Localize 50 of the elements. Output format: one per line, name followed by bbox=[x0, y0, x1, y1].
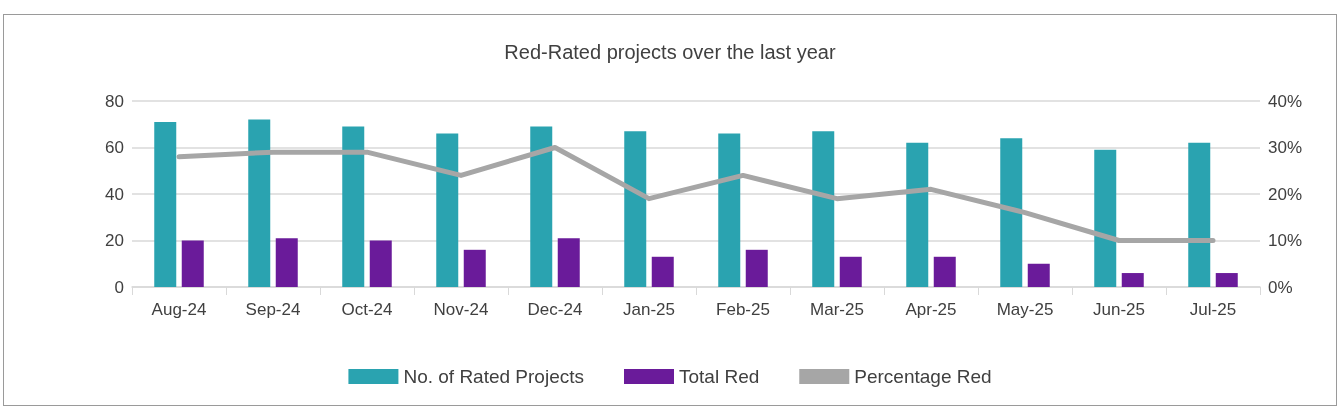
bar bbox=[906, 142, 929, 287]
chart-title: Red-Rated projects over the last year bbox=[504, 41, 836, 63]
x-tick-label: Apr-25 bbox=[905, 300, 957, 319]
x-tick-label: Dec-24 bbox=[527, 300, 583, 319]
bar bbox=[530, 126, 553, 287]
x-tick-label: Jul-25 bbox=[1189, 300, 1237, 319]
bar bbox=[369, 240, 392, 287]
bar bbox=[1215, 273, 1238, 287]
bar bbox=[436, 133, 459, 287]
x-tick-label: May-25 bbox=[996, 300, 1054, 319]
bar bbox=[1094, 149, 1117, 287]
bar bbox=[745, 249, 768, 287]
bar bbox=[463, 249, 486, 287]
y2-tick-label: 30% bbox=[1268, 138, 1303, 157]
bar bbox=[1000, 138, 1023, 287]
bar bbox=[1027, 263, 1050, 287]
y-tick-label: 60 bbox=[105, 138, 124, 157]
x-tick-label: Jan-25 bbox=[623, 300, 675, 319]
bar bbox=[651, 256, 674, 287]
y2-tick-label: 0% bbox=[1268, 277, 1293, 297]
y-tick-label: 80 bbox=[105, 91, 124, 111]
legend-label: No. of Rated Projects bbox=[403, 366, 585, 387]
y2-tick-label: 40% bbox=[1268, 91, 1303, 111]
bar bbox=[624, 131, 647, 287]
bar bbox=[812, 131, 835, 287]
x-tick-label: Oct-24 bbox=[341, 300, 393, 319]
y2-tick-label: 10% bbox=[1268, 231, 1303, 250]
x-tick-label: Aug-24 bbox=[151, 300, 207, 319]
bar bbox=[1121, 273, 1144, 287]
bar bbox=[248, 119, 271, 287]
legend-label: Total Red bbox=[679, 366, 760, 387]
bar bbox=[557, 238, 580, 287]
bar bbox=[933, 256, 956, 287]
bar bbox=[275, 238, 298, 287]
x-tick-label: Jun-25 bbox=[1093, 300, 1145, 319]
y2-tick-label: 20% bbox=[1268, 184, 1303, 204]
bar bbox=[839, 256, 862, 287]
bar bbox=[1188, 142, 1211, 287]
y-tick-label: 0 bbox=[114, 277, 124, 297]
bar bbox=[342, 126, 365, 287]
legend-label: Percentage Red bbox=[854, 366, 992, 387]
y-tick-label: 40 bbox=[105, 184, 124, 204]
x-tick-label: Nov-24 bbox=[433, 300, 489, 319]
bar bbox=[181, 240, 204, 287]
bar bbox=[718, 133, 741, 287]
x-tick-label: Feb-25 bbox=[716, 300, 770, 319]
y-tick-label: 20 bbox=[105, 231, 124, 250]
x-tick-label: Mar-25 bbox=[810, 300, 864, 319]
x-tick-label: Sep-24 bbox=[245, 300, 301, 319]
bar bbox=[154, 121, 177, 287]
